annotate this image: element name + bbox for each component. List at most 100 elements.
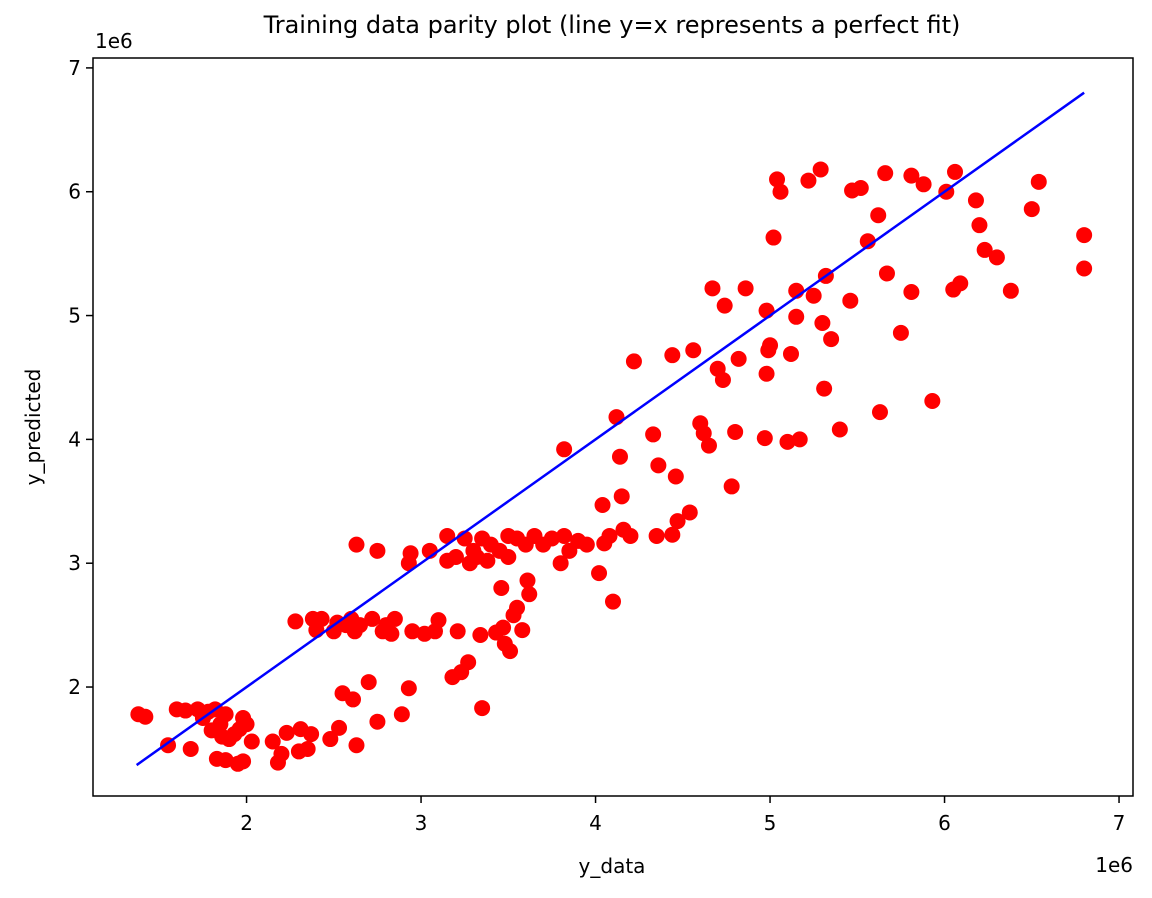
point bbox=[552, 555, 569, 572]
point bbox=[369, 713, 386, 730]
point bbox=[1023, 201, 1040, 218]
point bbox=[303, 726, 320, 743]
point bbox=[823, 331, 840, 348]
point bbox=[877, 165, 894, 182]
point bbox=[758, 365, 775, 382]
point bbox=[243, 733, 260, 750]
point bbox=[447, 549, 464, 566]
x-tick-label: 3 bbox=[415, 811, 428, 835]
point bbox=[322, 731, 339, 748]
point bbox=[404, 623, 421, 640]
point bbox=[400, 680, 417, 697]
point bbox=[952, 275, 969, 292]
point bbox=[519, 572, 536, 589]
point bbox=[430, 612, 447, 629]
point bbox=[313, 610, 330, 627]
point bbox=[479, 552, 496, 569]
x-tick-label: 2 bbox=[240, 811, 253, 835]
x-axis-label: y_data bbox=[579, 854, 646, 878]
point bbox=[460, 654, 477, 671]
point bbox=[730, 350, 747, 367]
point bbox=[988, 249, 1005, 266]
point bbox=[393, 706, 410, 723]
point bbox=[737, 280, 754, 297]
point bbox=[1030, 173, 1047, 190]
point bbox=[1076, 227, 1093, 244]
point bbox=[137, 708, 154, 725]
point bbox=[903, 284, 920, 301]
point bbox=[345, 691, 361, 708]
point bbox=[756, 430, 773, 447]
point bbox=[369, 542, 386, 559]
point bbox=[704, 280, 721, 297]
point bbox=[495, 619, 512, 636]
point bbox=[700, 437, 717, 454]
point bbox=[664, 347, 681, 364]
point bbox=[915, 176, 932, 193]
point bbox=[613, 488, 630, 505]
x-tick-label: 4 bbox=[589, 811, 602, 835]
point bbox=[669, 513, 686, 530]
point bbox=[601, 527, 618, 544]
point bbox=[278, 724, 295, 741]
point bbox=[386, 610, 403, 627]
point bbox=[611, 448, 628, 465]
point bbox=[287, 613, 304, 630]
point bbox=[351, 617, 368, 634]
point bbox=[947, 163, 964, 180]
point bbox=[903, 167, 920, 184]
point bbox=[594, 497, 611, 514]
line bbox=[135, 91, 1085, 767]
point bbox=[714, 371, 731, 388]
point bbox=[814, 314, 831, 331]
point bbox=[664, 526, 681, 543]
point bbox=[608, 409, 625, 426]
point bbox=[383, 625, 400, 642]
point bbox=[514, 622, 531, 639]
point bbox=[769, 171, 786, 188]
point bbox=[238, 716, 255, 733]
point bbox=[976, 241, 993, 258]
point bbox=[543, 530, 560, 547]
point bbox=[971, 217, 988, 234]
point bbox=[449, 623, 466, 640]
point bbox=[648, 527, 665, 544]
x-offset-label: 1e6 bbox=[1095, 853, 1133, 877]
point bbox=[509, 599, 526, 616]
chart-title: Training data parity plot (line y=x repr… bbox=[263, 11, 961, 39]
point bbox=[870, 207, 887, 224]
point bbox=[791, 431, 808, 448]
point bbox=[500, 549, 517, 566]
point bbox=[402, 545, 419, 562]
point bbox=[924, 392, 941, 409]
point bbox=[685, 342, 702, 359]
x-tick-label: 6 bbox=[938, 811, 951, 835]
point bbox=[177, 702, 194, 719]
point bbox=[1002, 282, 1019, 299]
y-axis-label: y_predicted bbox=[21, 369, 45, 486]
point bbox=[217, 752, 234, 769]
point bbox=[591, 565, 608, 582]
point bbox=[622, 527, 639, 544]
point bbox=[556, 441, 573, 458]
point bbox=[667, 468, 684, 485]
y-offset-label: 1e6 bbox=[95, 29, 133, 53]
point bbox=[852, 180, 869, 197]
point bbox=[723, 478, 740, 495]
point bbox=[892, 324, 909, 341]
point bbox=[716, 297, 733, 314]
point bbox=[831, 421, 848, 438]
point bbox=[695, 425, 712, 442]
x-tick-label: 7 bbox=[1113, 811, 1126, 835]
point bbox=[859, 233, 876, 250]
point bbox=[650, 457, 667, 474]
point bbox=[439, 527, 456, 544]
point bbox=[762, 337, 779, 354]
point bbox=[331, 719, 348, 736]
point bbox=[472, 627, 489, 644]
point bbox=[1076, 260, 1093, 277]
y-tick-label: 3 bbox=[68, 551, 81, 575]
point bbox=[681, 504, 698, 521]
